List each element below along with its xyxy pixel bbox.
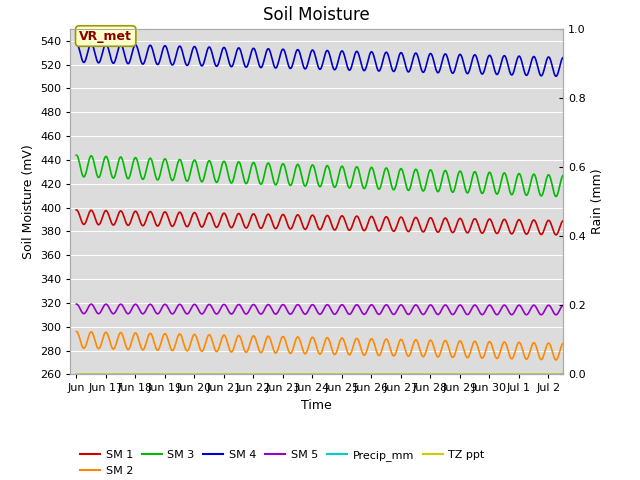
Precip_mm (545, 372, 553, 377)
SM 5 (545, 302, 553, 308)
SM 5 (559, 302, 567, 308)
SM 2 (456, 338, 464, 344)
SM 4 (296, 52, 304, 58)
SM 2 (552, 357, 560, 363)
SM 1 (296, 216, 304, 222)
SM 1 (310, 213, 317, 218)
Precip_mm (97, 372, 105, 377)
SM 3 (545, 172, 553, 178)
SM 4 (310, 48, 317, 53)
TZ ppt (545, 372, 553, 377)
Precip_mm (456, 372, 463, 377)
SM 5 (545, 302, 553, 308)
SM 4 (552, 73, 560, 79)
Line: SM 4: SM 4 (76, 43, 563, 76)
SM 1 (559, 218, 567, 224)
SM 2 (73, 329, 81, 335)
Precip_mm (559, 372, 567, 377)
TZ ppt (559, 372, 567, 377)
SM 1 (552, 232, 560, 238)
SM 5 (456, 302, 464, 308)
SM 1 (456, 216, 464, 221)
SM 1 (73, 207, 81, 213)
SM 4 (456, 51, 464, 57)
Legend: SM 1, SM 2, SM 3, SM 4, SM 5, Precip_mm, TZ ppt: SM 1, SM 2, SM 3, SM 4, SM 5, Precip_mm,… (76, 445, 489, 480)
Precip_mm (545, 372, 553, 377)
SM 2 (545, 341, 553, 347)
SM 4 (545, 55, 553, 60)
SM 4 (73, 40, 81, 46)
Y-axis label: Soil Moisture (mV): Soil Moisture (mV) (22, 144, 35, 259)
SM 3 (310, 163, 317, 168)
TZ ppt (456, 372, 463, 377)
Precip_mm (72, 372, 80, 377)
SM 1 (545, 218, 553, 224)
SM 1 (72, 207, 80, 213)
TZ ppt (296, 372, 304, 377)
SM 4 (72, 40, 80, 46)
SM 3 (73, 152, 81, 158)
SM 5 (552, 312, 560, 318)
Y-axis label: Rain (mm): Rain (mm) (591, 169, 604, 234)
Line: SM 3: SM 3 (76, 155, 563, 196)
Text: VR_met: VR_met (79, 30, 132, 43)
SM 2 (296, 339, 304, 345)
SM 4 (97, 54, 105, 60)
SM 3 (545, 172, 553, 178)
Line: SM 5: SM 5 (76, 304, 563, 315)
SM 5 (72, 301, 80, 307)
Title: Soil Moisture: Soil Moisture (264, 6, 370, 24)
TZ ppt (545, 372, 553, 377)
SM 5 (310, 302, 317, 308)
SM 4 (559, 55, 567, 60)
SM 3 (559, 172, 567, 178)
Line: SM 1: SM 1 (76, 210, 563, 235)
SM 3 (552, 193, 560, 199)
SM 2 (545, 340, 553, 346)
SM 5 (296, 304, 304, 310)
SM 3 (296, 168, 304, 173)
Precip_mm (296, 372, 304, 377)
Line: SM 2: SM 2 (76, 332, 563, 360)
SM 2 (97, 341, 105, 347)
SM 3 (97, 168, 105, 174)
SM 2 (310, 335, 317, 341)
SM 5 (73, 301, 81, 307)
TZ ppt (72, 372, 80, 377)
SM 1 (545, 217, 553, 223)
SM 1 (97, 217, 105, 223)
SM 4 (545, 54, 553, 60)
SM 3 (72, 152, 80, 158)
SM 5 (97, 308, 105, 313)
TZ ppt (97, 372, 105, 377)
Precip_mm (309, 372, 317, 377)
X-axis label: Time: Time (301, 399, 332, 412)
TZ ppt (309, 372, 317, 377)
SM 2 (72, 329, 80, 335)
SM 3 (456, 168, 464, 174)
SM 2 (559, 340, 567, 346)
